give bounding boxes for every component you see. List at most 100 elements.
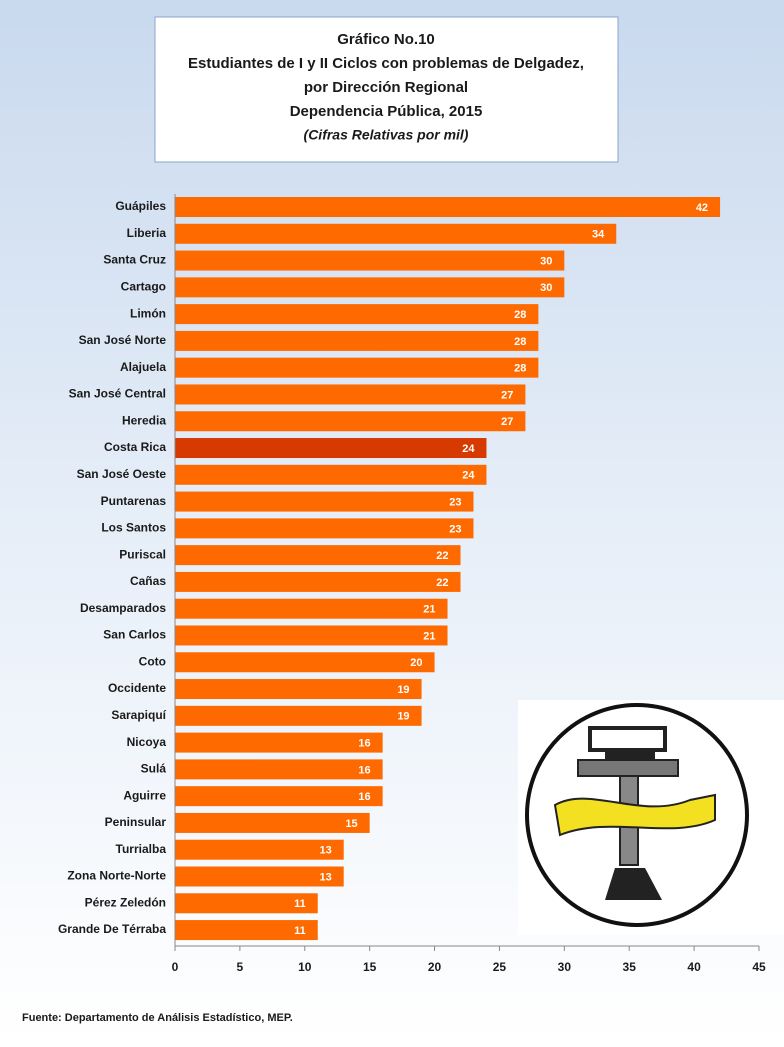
y-tick-label: Sarapiquí — [111, 708, 166, 722]
bar — [175, 759, 383, 780]
bar — [175, 491, 474, 512]
bar — [175, 384, 526, 405]
value-label: 24 — [462, 470, 475, 482]
x-tick-label: 35 — [623, 960, 637, 974]
bar — [175, 571, 461, 592]
bar — [175, 223, 617, 244]
value-label: 16 — [358, 791, 370, 803]
bar — [175, 732, 383, 753]
value-label: 28 — [514, 309, 526, 321]
bar — [175, 812, 370, 833]
bar — [175, 330, 539, 351]
value-label: 11 — [294, 925, 306, 937]
chart-subtitle: (Cifras Relativas por mil) — [304, 127, 469, 143]
value-label: 19 — [397, 684, 409, 696]
scale-icon — [518, 700, 784, 935]
value-label: 24 — [462, 443, 475, 455]
y-tick-label: Peninsular — [105, 815, 167, 829]
bar — [175, 438, 487, 459]
value-label: 16 — [358, 738, 370, 750]
value-label: 20 — [410, 657, 422, 669]
bar — [175, 786, 383, 807]
y-tick-label: Grande De Térraba — [58, 922, 166, 936]
y-tick-label: Pérez Zeledón — [85, 895, 166, 909]
bar — [175, 277, 565, 298]
x-tick-label: 40 — [687, 960, 701, 974]
bar — [175, 866, 344, 887]
y-tick-label: Occidente — [108, 681, 166, 695]
value-label: 22 — [436, 550, 448, 562]
chart-title: por Dirección Regional — [304, 79, 468, 96]
x-tick-label: 30 — [558, 960, 572, 974]
y-tick-label: Desamparados — [80, 601, 166, 615]
y-tick-label: Santa Cruz — [103, 253, 166, 267]
bar — [175, 411, 526, 432]
bar — [175, 893, 318, 914]
y-tick-label: Sulá — [141, 762, 167, 776]
source-note: Fuente: Departamento de Análisis Estadís… — [22, 1012, 293, 1024]
y-tick-label: Alajuela — [120, 360, 166, 374]
value-label: 16 — [358, 764, 370, 776]
chart-title: Estudiantes de I y II Ciclos con problem… — [188, 55, 584, 72]
value-label: 11 — [294, 898, 306, 910]
chart-title: Gráfico No.10 — [337, 31, 435, 48]
value-label: 28 — [514, 363, 526, 375]
y-tick-label: Los Santos — [101, 521, 166, 535]
x-tick-label: 20 — [428, 960, 442, 974]
value-label: 27 — [501, 416, 513, 428]
y-tick-label: Turrialba — [116, 842, 167, 856]
x-tick-label: 45 — [752, 960, 766, 974]
value-label: 21 — [423, 630, 435, 642]
y-tick-label: San José Central — [69, 387, 166, 401]
value-label: 13 — [319, 845, 331, 857]
value-label: 23 — [449, 496, 461, 508]
y-tick-label: Cañas — [130, 574, 166, 588]
value-label: 21 — [423, 604, 435, 616]
chart-title: Dependencia Pública, 2015 — [290, 103, 483, 120]
x-tick-label: 5 — [237, 960, 244, 974]
x-tick-label: 0 — [172, 960, 179, 974]
value-label: 42 — [696, 202, 708, 214]
bar — [175, 598, 448, 619]
y-tick-label: Guápiles — [115, 199, 166, 213]
bar — [175, 839, 344, 860]
y-tick-label: Puntarenas — [101, 494, 167, 508]
bar — [175, 920, 318, 941]
bar — [175, 625, 448, 646]
bar — [175, 304, 539, 325]
value-label: 22 — [436, 577, 448, 589]
y-tick-label: Nicoya — [127, 735, 167, 749]
bar — [175, 357, 539, 378]
bar — [175, 518, 474, 539]
value-label: 30 — [540, 255, 552, 267]
y-tick-label: Heredia — [122, 413, 166, 427]
bar — [175, 652, 435, 673]
y-tick-label: Aguirre — [123, 788, 166, 802]
value-label: 28 — [514, 336, 526, 348]
y-tick-label: San José Oeste — [77, 467, 167, 481]
bar — [175, 679, 422, 700]
y-tick-label: Coto — [139, 654, 166, 668]
value-label: 13 — [319, 871, 331, 883]
y-tick-label: Puriscal — [119, 547, 166, 561]
title-box — [154, 16, 619, 163]
bar — [175, 464, 487, 485]
value-label: 19 — [397, 711, 409, 723]
value-label: 34 — [592, 229, 605, 241]
y-tick-label: Liberia — [127, 226, 167, 240]
value-label: 23 — [449, 523, 461, 535]
y-tick-label: Costa Rica — [104, 440, 166, 454]
x-tick-label: 10 — [298, 960, 312, 974]
x-tick-label: 15 — [363, 960, 377, 974]
value-label: 27 — [501, 389, 513, 401]
bar — [175, 197, 721, 217]
x-tick-label: 25 — [493, 960, 507, 974]
value-label: 30 — [540, 282, 552, 294]
bar — [175, 705, 422, 726]
bar — [175, 545, 461, 566]
y-tick-label: San José Norte — [79, 333, 167, 347]
bar — [175, 250, 565, 271]
y-tick-label: Limón — [130, 306, 166, 320]
value-label: 15 — [345, 818, 357, 830]
